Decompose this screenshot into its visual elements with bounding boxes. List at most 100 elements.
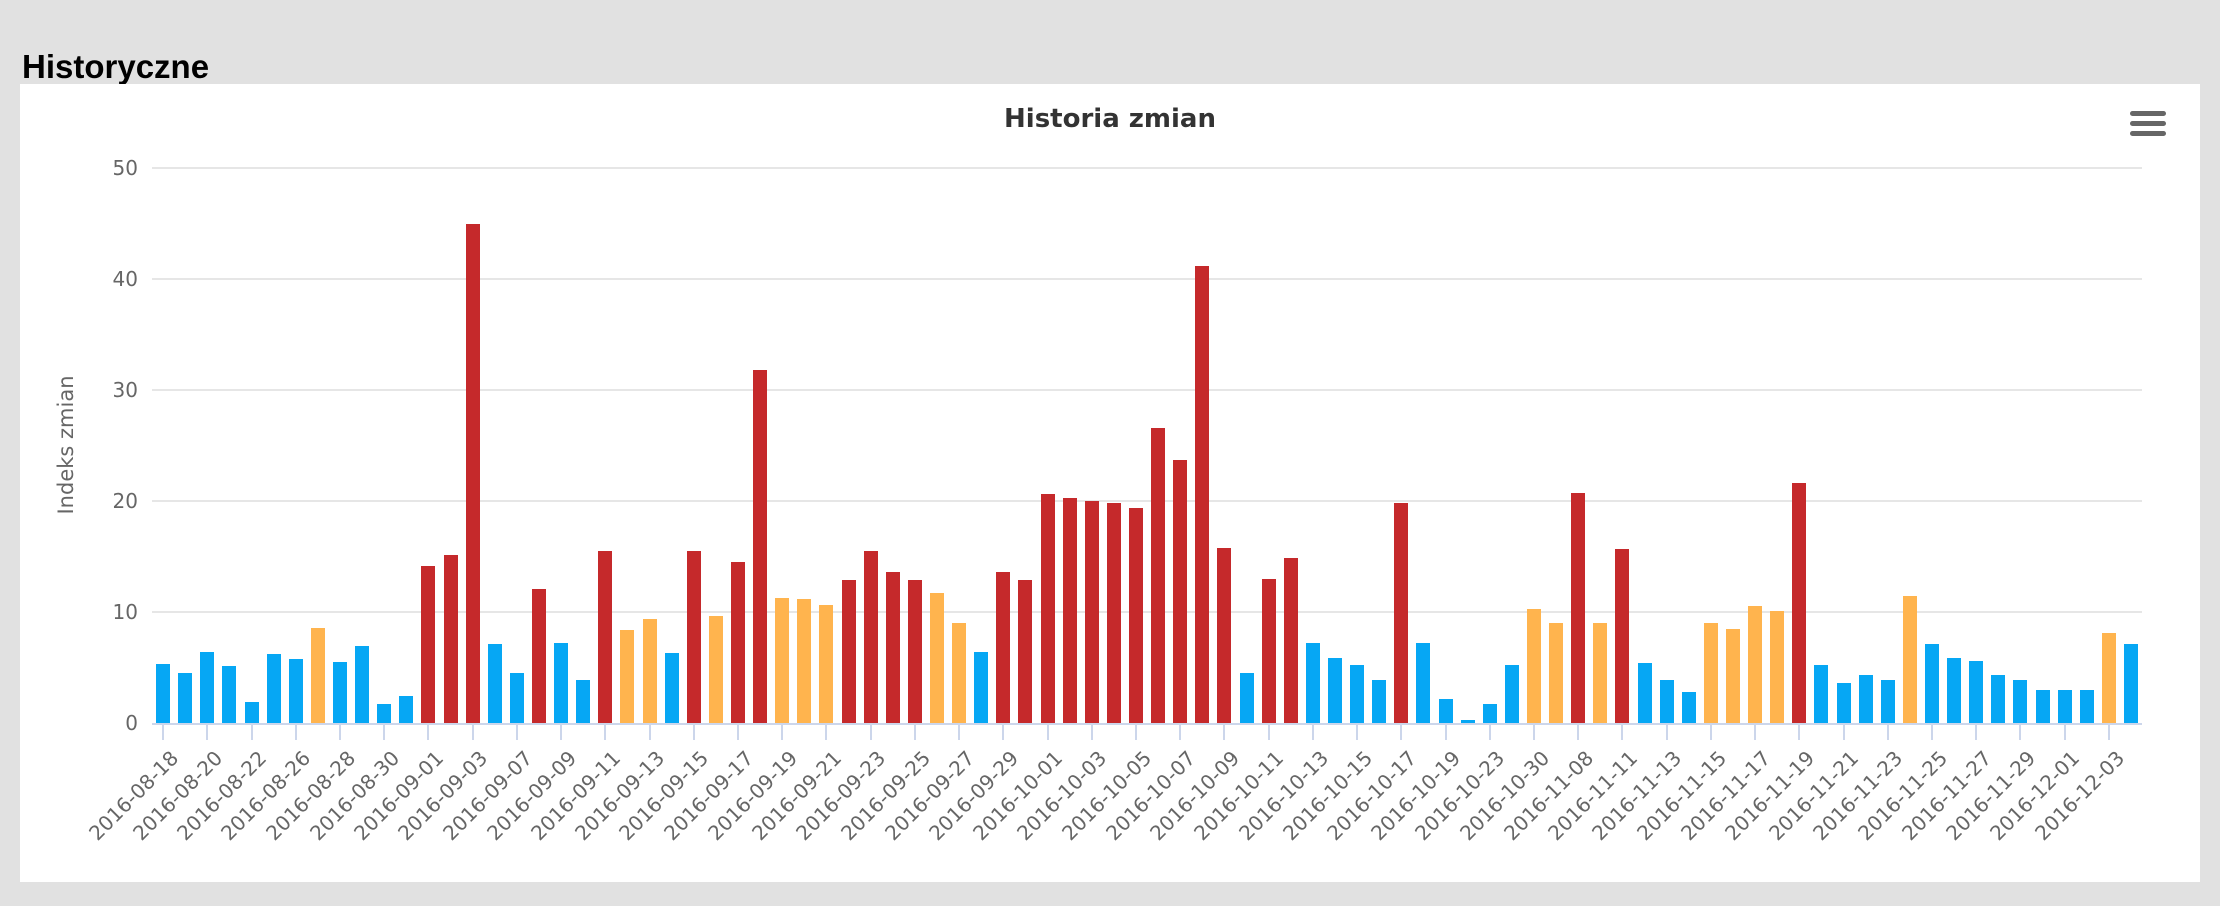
bar[interactable] (642, 618, 657, 723)
bar[interactable] (1504, 665, 1519, 723)
bar[interactable] (576, 679, 591, 723)
bar[interactable] (1195, 265, 1210, 723)
chart-title: Historia zmian (1004, 104, 1216, 134)
bar[interactable] (952, 623, 967, 723)
bar[interactable] (1549, 623, 1564, 723)
bar[interactable] (1350, 665, 1365, 723)
bar[interactable] (686, 550, 701, 723)
bar[interactable] (266, 654, 281, 723)
bar[interactable] (1283, 557, 1298, 723)
bar[interactable] (1327, 657, 1342, 723)
bar[interactable] (443, 555, 458, 723)
bar[interactable] (156, 664, 171, 723)
bar[interactable] (1217, 547, 1232, 723)
bar[interactable] (819, 605, 834, 723)
bar[interactable] (1924, 644, 1939, 723)
bar[interactable] (1460, 719, 1475, 723)
bar[interactable] (753, 370, 768, 723)
bar[interactable] (399, 696, 414, 723)
bar[interactable] (929, 593, 944, 723)
bar[interactable] (1947, 657, 1962, 723)
bar[interactable] (200, 651, 215, 723)
bar[interactable] (996, 572, 1011, 723)
bar[interactable] (730, 562, 745, 723)
x-axis-tick (648, 724, 651, 740)
bar[interactable] (1792, 483, 1807, 723)
bar[interactable] (2035, 689, 2050, 723)
bar[interactable] (1305, 643, 1320, 723)
bar[interactable] (708, 616, 723, 723)
x-axis-tick (162, 724, 165, 740)
bar[interactable] (531, 588, 546, 723)
bar[interactable] (1239, 673, 1254, 723)
bar[interactable] (1040, 494, 1055, 723)
bar[interactable] (907, 579, 922, 723)
bar[interactable] (1814, 665, 1829, 723)
bar[interactable] (1615, 548, 1630, 723)
bar[interactable] (1261, 578, 1276, 723)
bar[interactable] (598, 550, 613, 723)
page-title: Historyczne (22, 48, 210, 86)
bar[interactable] (1482, 704, 1497, 723)
x-axis-tick (2107, 724, 2110, 740)
y-gridline (152, 611, 2142, 613)
bar[interactable] (1526, 608, 1541, 723)
bar[interactable] (1836, 683, 1851, 723)
hamburger-menu-icon (2130, 111, 2168, 136)
bar[interactable] (1681, 691, 1696, 723)
bar[interactable] (332, 661, 347, 723)
bar[interactable] (1062, 497, 1077, 723)
bar[interactable] (377, 704, 392, 723)
bar[interactable] (465, 223, 480, 723)
y-gridline (152, 167, 2142, 169)
bar[interactable] (288, 658, 303, 723)
bar[interactable] (554, 643, 569, 723)
bar[interactable] (1416, 643, 1431, 723)
bar[interactable] (1128, 507, 1143, 723)
bar[interactable] (487, 644, 502, 723)
bar[interactable] (222, 666, 237, 723)
bar[interactable] (1593, 623, 1608, 723)
bar[interactable] (1151, 427, 1166, 723)
bar[interactable] (509, 673, 524, 723)
bar[interactable] (1571, 493, 1586, 723)
bar[interactable] (355, 646, 370, 723)
bar[interactable] (775, 597, 790, 723)
bar[interactable] (863, 550, 878, 723)
bar[interactable] (1880, 679, 1895, 723)
chart-context-menu-button[interactable] (2130, 106, 2168, 144)
bar[interactable] (2101, 633, 2116, 723)
bar[interactable] (1748, 606, 1763, 723)
bar[interactable] (1394, 503, 1409, 723)
bar[interactable] (1725, 628, 1740, 723)
bar[interactable] (1902, 596, 1917, 723)
bar[interactable] (1858, 675, 1873, 723)
bar[interactable] (1703, 623, 1718, 723)
bar[interactable] (1018, 579, 1033, 723)
bar[interactable] (178, 673, 193, 723)
bar[interactable] (797, 598, 812, 723)
bar[interactable] (1084, 501, 1099, 723)
bar[interactable] (841, 579, 856, 723)
bar[interactable] (620, 629, 635, 723)
bar[interactable] (2057, 689, 2072, 723)
bar[interactable] (885, 572, 900, 723)
bar[interactable] (2013, 679, 2028, 723)
bar[interactable] (2079, 689, 2094, 723)
bar[interactable] (1969, 660, 1984, 723)
bar[interactable] (1372, 679, 1387, 723)
bar[interactable] (310, 627, 325, 723)
bar[interactable] (244, 701, 259, 723)
bar[interactable] (1991, 675, 2006, 723)
bar[interactable] (1173, 459, 1188, 723)
bar[interactable] (1637, 663, 1652, 723)
bar[interactable] (1438, 698, 1453, 723)
bar[interactable] (664, 653, 679, 723)
x-axis-tick (515, 724, 518, 740)
bar[interactable] (1659, 679, 1674, 723)
bar[interactable] (974, 651, 989, 723)
bar[interactable] (2123, 644, 2138, 723)
bar[interactable] (421, 566, 436, 723)
bar[interactable] (1106, 503, 1121, 723)
bar[interactable] (1770, 610, 1785, 723)
